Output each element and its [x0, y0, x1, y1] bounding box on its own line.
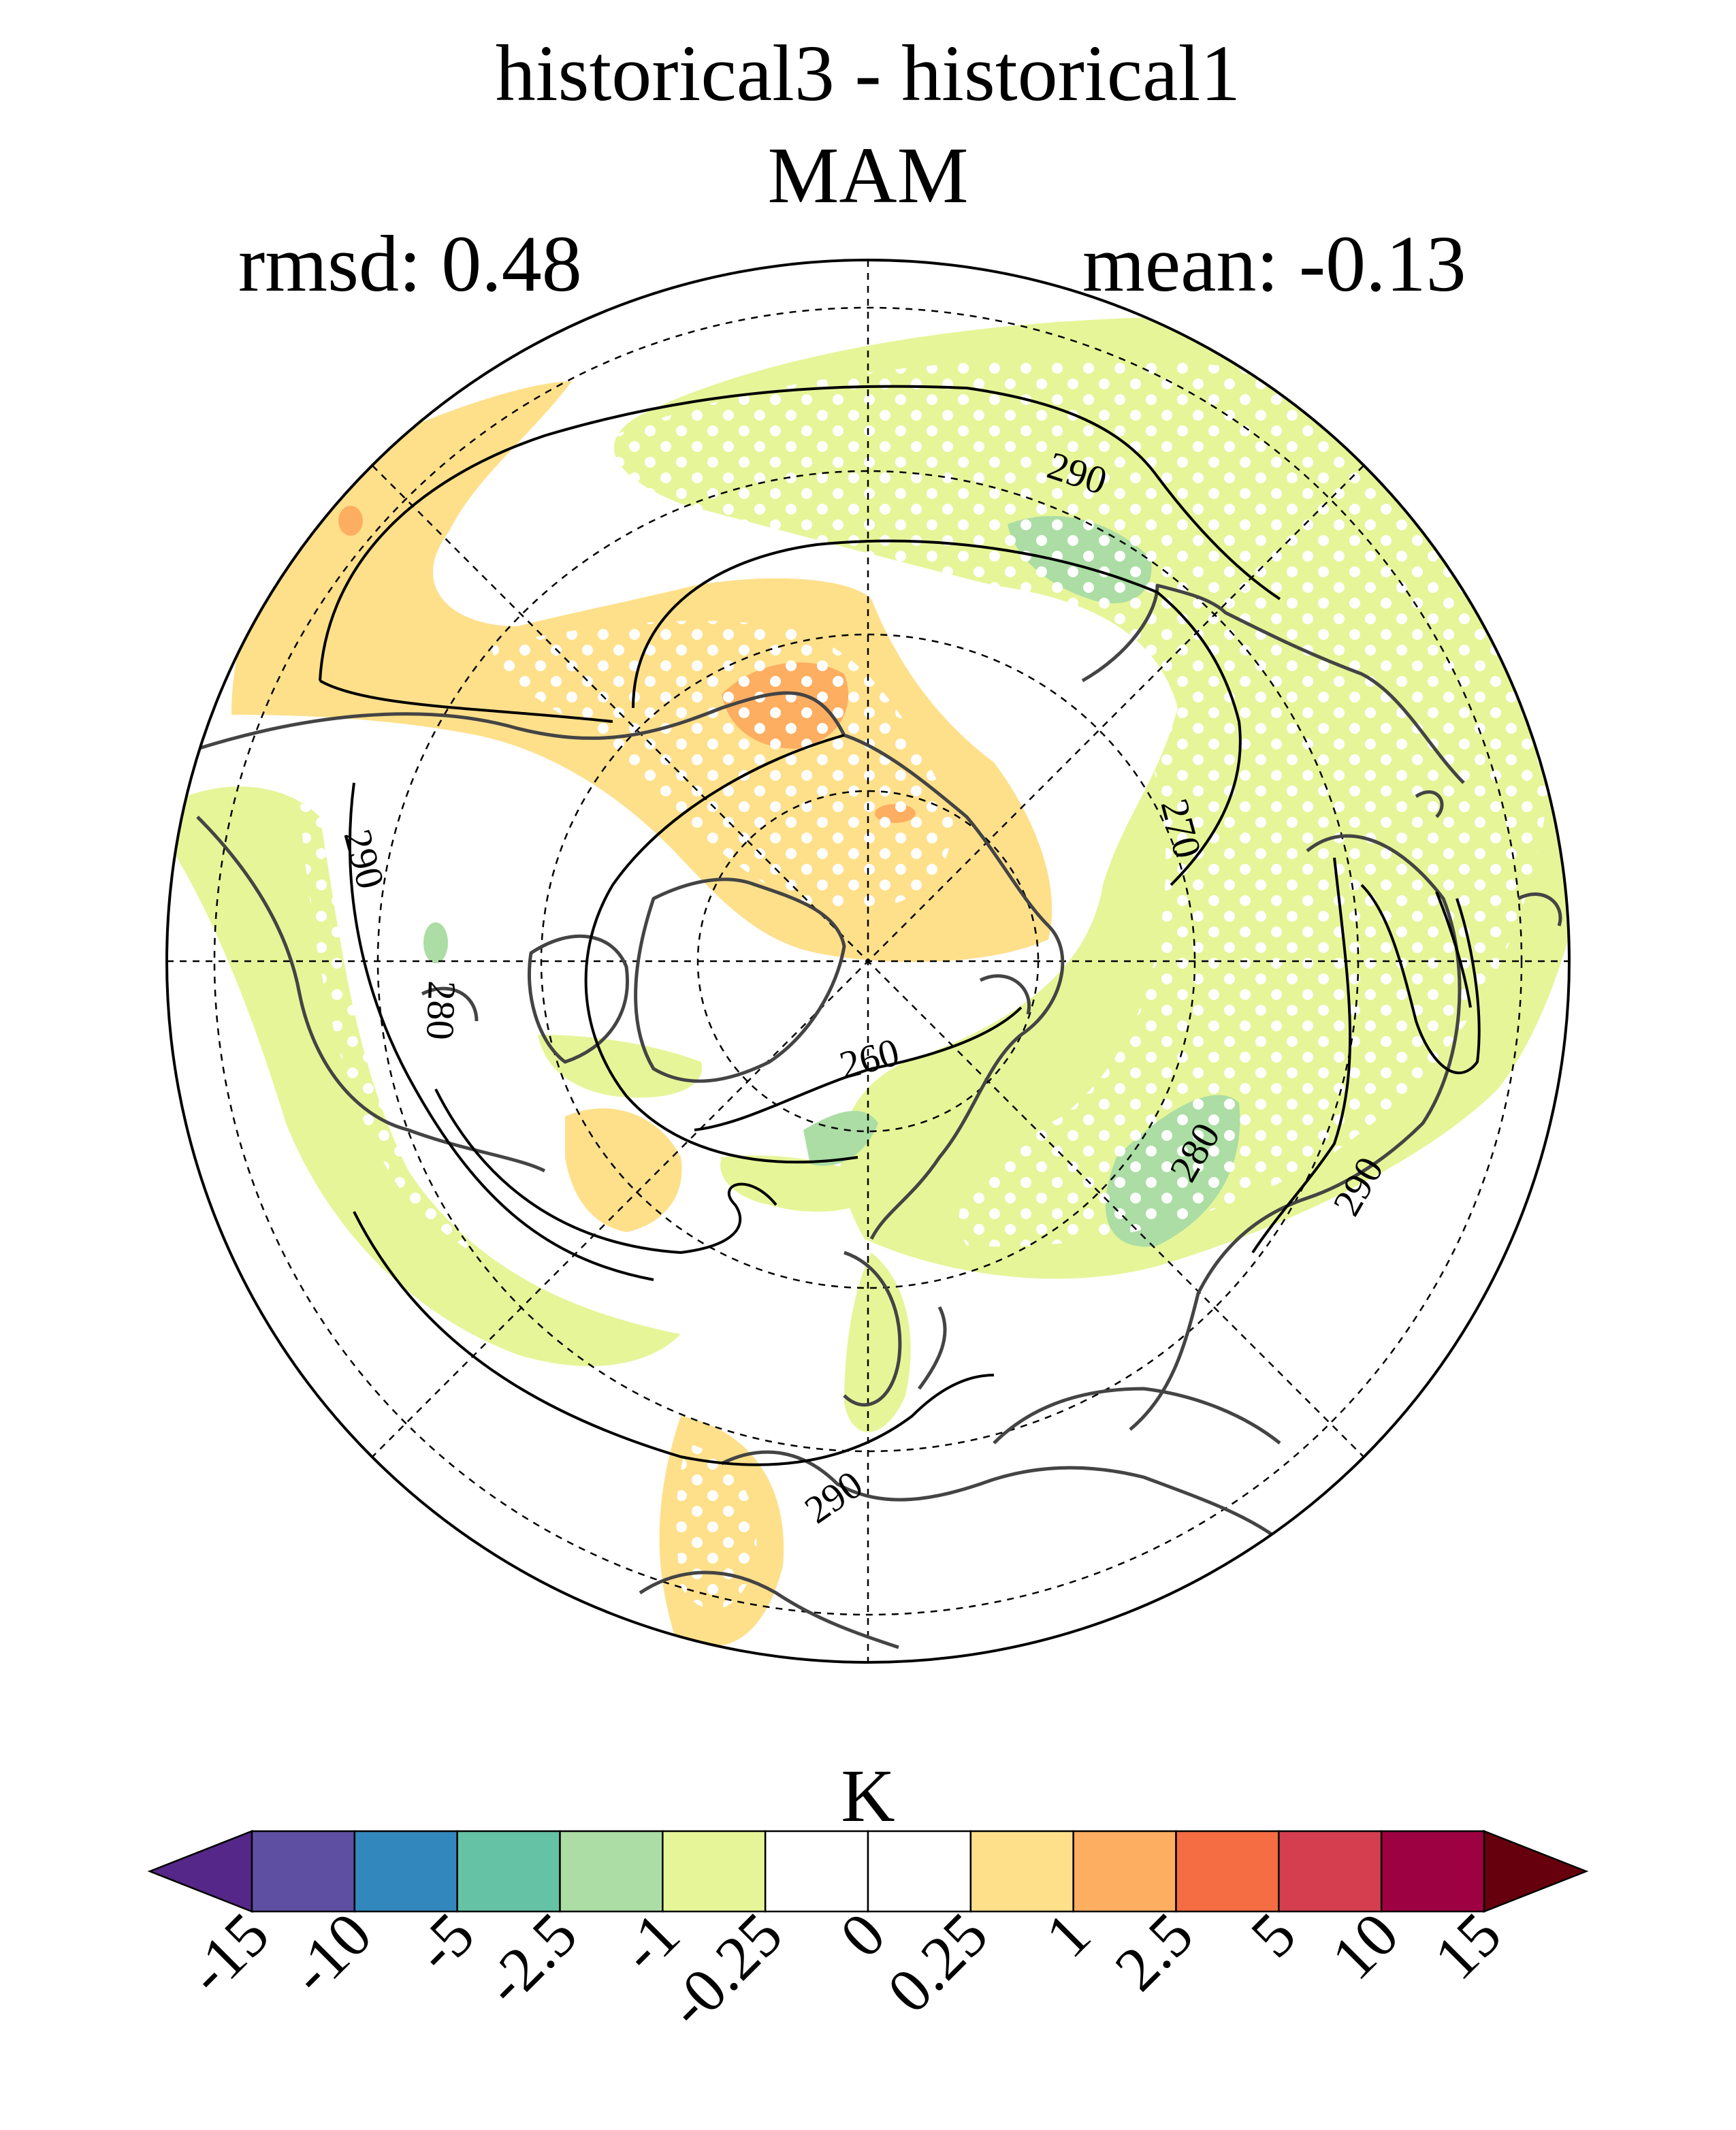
colorbar-tick-label: 15	[1421, 1899, 1514, 1992]
contour-lines	[319, 385, 1481, 1466]
colorbar: -15-10 -5-2.5 -1-0.25 00.25 12.5 5 10 15	[147, 1830, 1589, 2041]
colorbar-swatch	[1380, 1830, 1485, 1913]
colorbar-under-triangle	[147, 1830, 253, 1913]
colorbar-tick-label: -10	[276, 1899, 385, 2007]
colorbar-over-triangle	[1483, 1830, 1589, 1913]
plot-subtitle: MAM	[767, 131, 969, 220]
mean-stat: mean: -0.13	[1082, 219, 1466, 308]
colorbar-swatch	[764, 1830, 869, 1913]
colorbar-swatch	[456, 1830, 561, 1913]
colorbar-swatch	[969, 1830, 1074, 1913]
colorbar-tick-label: 2.5	[1102, 1899, 1206, 2003]
colorbar-swatch	[1072, 1830, 1177, 1913]
colorbar-swatch	[1278, 1830, 1383, 1913]
colorbar-tick-label: -15	[174, 1899, 282, 2007]
colorbar-swatch	[867, 1830, 972, 1913]
colorbar-tick-label: 0.25	[874, 1899, 1001, 2026]
colorbar-swatch	[559, 1830, 664, 1913]
significance-stippling	[300, 359, 1552, 1610]
rmsd-stat: rmsd: 0.48	[238, 219, 582, 308]
colorbar-swatch	[251, 1830, 356, 1913]
plot-title: historical3 - historical1	[495, 29, 1241, 118]
graticule	[167, 260, 1569, 1662]
contour-label: 280	[418, 980, 464, 1041]
colorbar-tick-label: -2.5	[471, 1899, 590, 2018]
colorbar-swatch	[353, 1830, 458, 1913]
map-boundary	[165, 259, 1571, 1664]
colorbar-swatch	[662, 1830, 767, 1913]
colorbar-unit: K	[841, 1754, 895, 1837]
colorbar-swatch	[1175, 1830, 1280, 1913]
colorbar-tick-label: -0.25	[654, 1899, 796, 2041]
colorbar-tick-label: 10	[1318, 1899, 1411, 1992]
